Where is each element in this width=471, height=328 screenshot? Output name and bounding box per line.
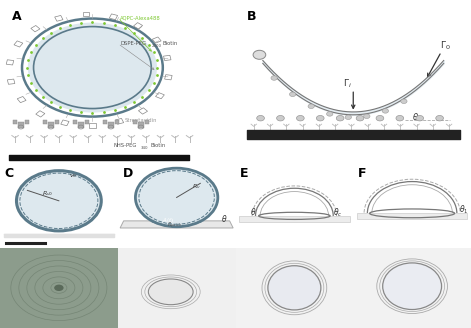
Circle shape [326,112,333,116]
Text: D: D [122,167,133,180]
Text: Biotin: Biotin [150,143,165,148]
Bar [36,111,45,117]
Ellipse shape [152,218,202,224]
Circle shape [356,115,364,121]
Circle shape [136,168,218,227]
Text: $R_v$: $R_v$ [192,182,201,191]
Bar [163,55,171,61]
Ellipse shape [382,263,442,310]
Bar [152,37,161,43]
Text: NHS-PEG: NHS-PEG [113,143,137,148]
Bar [115,118,124,124]
Text: $\theta_1$: $\theta_1$ [459,203,469,216]
Circle shape [376,115,384,121]
Text: DSPE-PEG: DSPE-PEG [120,41,146,46]
Circle shape [416,115,423,121]
Polygon shape [357,213,467,219]
Text: $R_{patch}$: $R_{patch}$ [167,221,183,231]
Polygon shape [239,216,349,222]
Text: Streptavidin: Streptavidin [125,118,157,123]
Bar [83,12,89,16]
Text: AQPC-Alexa488: AQPC-Alexa488 [120,15,161,20]
Bar [17,96,26,103]
Bar [14,41,23,47]
Polygon shape [120,221,233,228]
Text: $\theta$: $\theta$ [221,213,228,224]
Text: A: A [12,10,21,23]
Circle shape [257,115,264,121]
Text: $\Gamma_0$: $\Gamma_0$ [440,39,451,52]
Bar [31,26,40,32]
Bar [61,120,69,126]
Bar [89,123,96,128]
Bar [133,23,143,29]
Text: 340: 340 [141,146,148,150]
Text: B: B [247,10,257,23]
Circle shape [16,171,101,231]
Circle shape [364,114,370,118]
Text: $\theta$: $\theta$ [412,111,419,122]
Circle shape [28,23,157,113]
Circle shape [290,92,296,96]
Circle shape [297,115,304,121]
Bar [155,92,164,99]
Circle shape [54,285,64,291]
Text: $\theta_c$: $\theta_c$ [333,206,343,218]
Bar [55,15,63,21]
Bar [109,14,118,20]
Circle shape [276,115,284,121]
Circle shape [308,104,314,109]
Text: E: E [240,167,249,180]
Text: $R_{v0}$: $R_{v0}$ [42,190,53,198]
Ellipse shape [268,266,321,310]
Text: Biotin: Biotin [163,41,178,46]
Bar [138,108,147,114]
Text: F: F [358,167,366,180]
Circle shape [436,115,444,121]
Text: $v_0$: $v_0$ [70,173,78,180]
Bar [165,75,172,80]
Text: 2000: 2000 [151,44,161,48]
Text: $\Gamma_i$: $\Gamma_i$ [343,78,352,90]
Ellipse shape [148,279,193,305]
Text: C: C [5,167,14,180]
Text: $\theta$: $\theta$ [250,206,256,217]
Circle shape [401,99,407,104]
Circle shape [345,115,351,119]
Bar [6,60,14,65]
Circle shape [253,50,266,59]
Circle shape [271,76,277,80]
Bar [8,79,15,84]
Text: $A(t)$: $A(t)$ [162,216,174,225]
Circle shape [382,109,389,113]
Circle shape [317,115,324,121]
Circle shape [396,115,404,121]
Circle shape [336,115,344,121]
